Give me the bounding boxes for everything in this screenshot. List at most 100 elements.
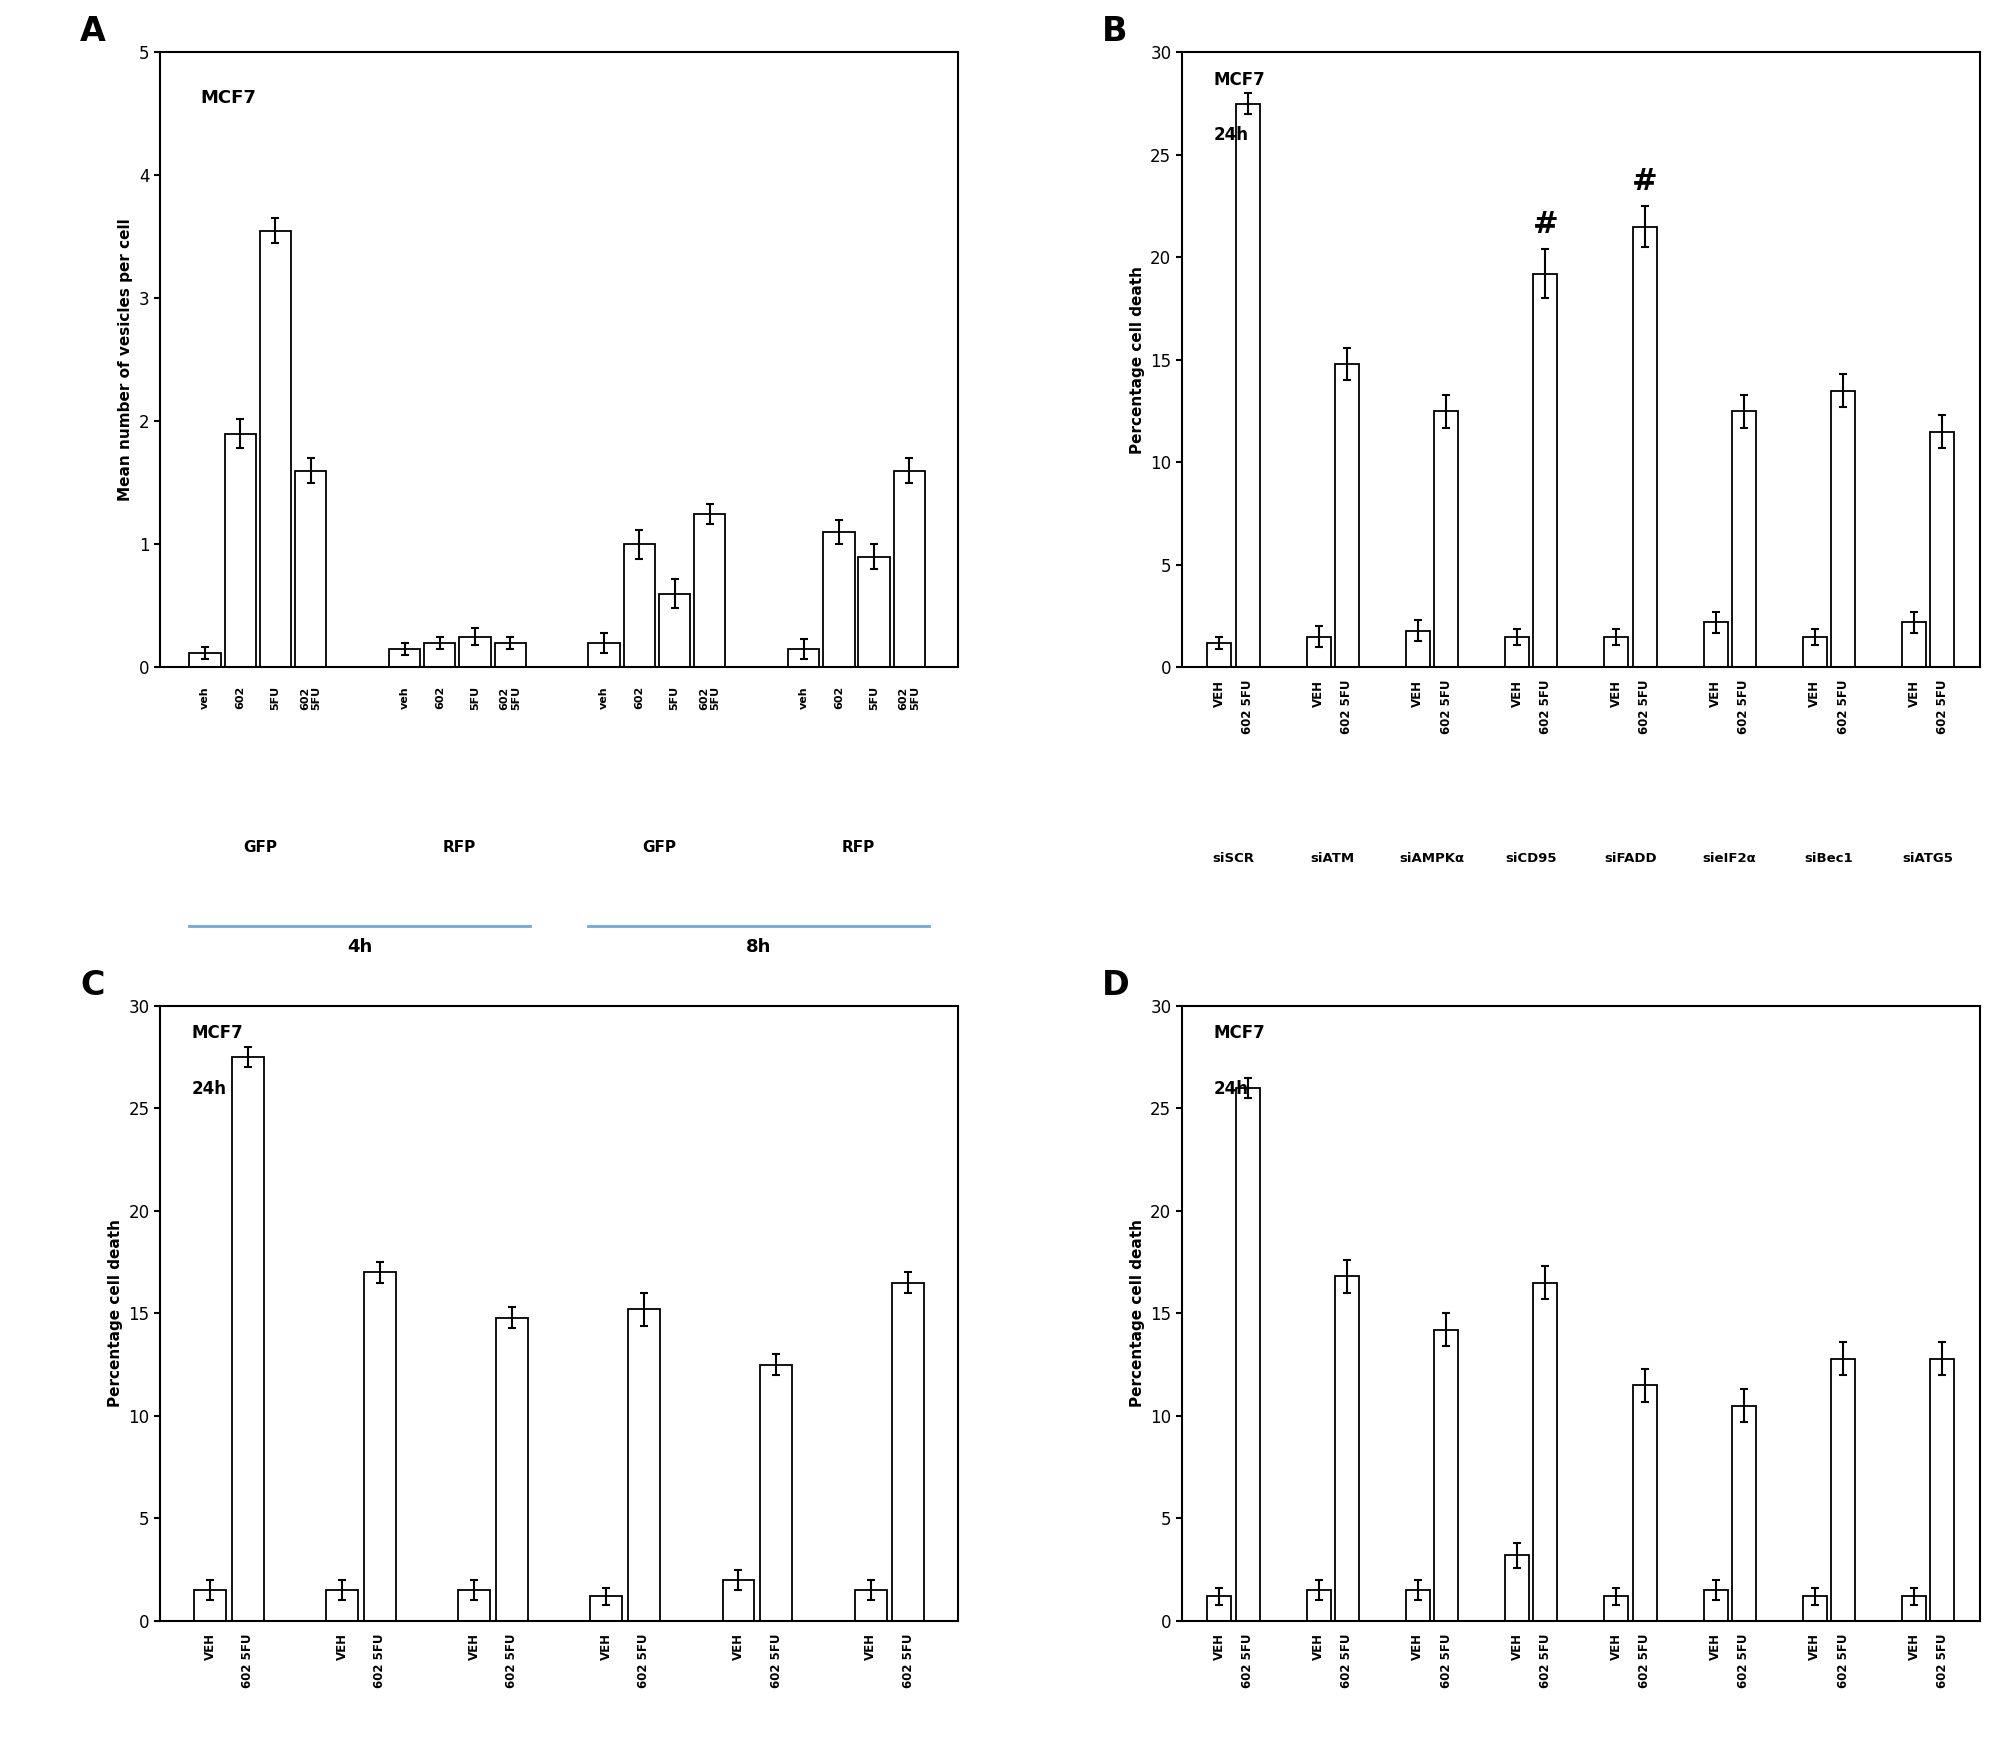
Bar: [824, 532, 854, 668]
Text: 5FU: 5FU: [270, 687, 280, 709]
Bar: [1208, 643, 1232, 668]
Text: VEH: VEH: [1610, 680, 1622, 706]
Text: 602 5FU: 602 5FU: [374, 1633, 386, 1687]
Text: VEH: VEH: [1808, 680, 1822, 706]
Text: VEH: VEH: [1808, 1633, 1822, 1661]
Text: VEH: VEH: [1212, 680, 1226, 706]
Text: 602 5FU: 602 5FU: [1638, 1633, 1652, 1687]
Bar: [1732, 411, 1756, 668]
Text: 602 5FU: 602 5FU: [1440, 1633, 1452, 1687]
Text: 24h: 24h: [1214, 125, 1248, 145]
Bar: [1930, 1358, 1954, 1621]
Text: VEH: VEH: [1412, 680, 1424, 706]
Text: veh: veh: [200, 687, 210, 709]
Text: 602 5FU: 602 5FU: [1440, 680, 1452, 734]
Text: 602 5FU: 602 5FU: [770, 1633, 782, 1687]
Bar: [1534, 1283, 1558, 1621]
Text: 602 5FU: 602 5FU: [902, 1633, 914, 1687]
Text: VEH: VEH: [864, 1633, 878, 1661]
Text: 24h: 24h: [1214, 1079, 1248, 1098]
Bar: [1802, 636, 1826, 668]
Text: GFP: GFP: [642, 840, 676, 854]
Bar: [1506, 1555, 1530, 1621]
Text: siFADD: siFADD: [1604, 852, 1656, 865]
Bar: [260, 230, 292, 668]
Text: 602: 602: [634, 687, 644, 709]
Bar: [1832, 1358, 1856, 1621]
Text: 602
5FU: 602 5FU: [300, 687, 322, 709]
Bar: [628, 1309, 660, 1621]
Text: 602 5FU: 602 5FU: [1936, 680, 1948, 734]
Bar: [496, 1318, 528, 1621]
Bar: [1704, 622, 1728, 668]
Bar: [722, 1579, 754, 1621]
Text: VEH: VEH: [1908, 1633, 1920, 1661]
Text: C: C: [80, 969, 104, 1002]
Text: 5FU: 5FU: [670, 687, 680, 709]
Bar: [892, 1283, 924, 1621]
Text: 602
5FU: 602 5FU: [898, 687, 920, 709]
Bar: [1236, 1088, 1260, 1621]
Text: 602 5FU: 602 5FU: [242, 1633, 254, 1687]
Text: 602 5FU: 602 5FU: [1242, 1633, 1254, 1687]
Text: veh: veh: [600, 687, 610, 709]
Text: 602 5FU: 602 5FU: [506, 1633, 518, 1687]
Text: MCF7: MCF7: [200, 89, 256, 108]
Bar: [1930, 432, 1954, 668]
Y-axis label: Percentage cell death: Percentage cell death: [1130, 267, 1144, 453]
Text: siBec1: siBec1: [1804, 852, 1854, 865]
Text: VEH: VEH: [1412, 1633, 1424, 1661]
Text: RFP: RFP: [442, 840, 476, 854]
Text: 602 5FU: 602 5FU: [1538, 1633, 1552, 1687]
Text: VEH: VEH: [1312, 680, 1326, 706]
Text: VEH: VEH: [204, 1633, 216, 1661]
Text: 602 5FU: 602 5FU: [1936, 1633, 1948, 1687]
Bar: [1434, 411, 1458, 668]
Bar: [1334, 364, 1358, 668]
Text: 602: 602: [834, 687, 844, 709]
Text: veh: veh: [400, 687, 410, 709]
Text: sieIF2α: sieIF2α: [1702, 852, 1756, 865]
Text: siSCR: siSCR: [1212, 852, 1254, 865]
Text: 602 5FU: 602 5FU: [1340, 680, 1354, 734]
Bar: [460, 636, 490, 668]
Text: RFP: RFP: [842, 840, 876, 854]
Bar: [1802, 1597, 1826, 1621]
Text: 602 5FU: 602 5FU: [1738, 1633, 1750, 1687]
Bar: [1732, 1405, 1756, 1621]
Text: 602 5FU: 602 5FU: [1538, 680, 1552, 734]
Text: VEH: VEH: [1710, 1633, 1722, 1661]
Text: GFP: GFP: [242, 840, 276, 854]
Text: VEH: VEH: [1510, 680, 1524, 706]
Text: B: B: [1102, 16, 1128, 49]
Text: 602 5FU: 602 5FU: [1738, 680, 1750, 734]
Text: veh: veh: [798, 687, 808, 709]
Text: VEH: VEH: [1610, 1633, 1622, 1661]
Text: 602 5FU: 602 5FU: [1340, 1633, 1354, 1687]
Bar: [590, 1597, 622, 1621]
Text: 8h: 8h: [746, 938, 772, 957]
Text: #: #: [1532, 209, 1558, 239]
Bar: [1902, 622, 1926, 668]
Y-axis label: Percentage cell death: Percentage cell death: [108, 1220, 122, 1407]
Bar: [458, 1590, 490, 1621]
Text: VEH: VEH: [1312, 1633, 1326, 1661]
Text: A: A: [80, 16, 106, 49]
Text: VEH: VEH: [1710, 680, 1722, 706]
Bar: [326, 1590, 358, 1621]
Text: 602
5FU: 602 5FU: [698, 687, 720, 709]
Text: VEH: VEH: [1908, 680, 1920, 706]
Bar: [1334, 1276, 1358, 1621]
Bar: [894, 471, 924, 668]
Text: MCF7: MCF7: [1214, 1025, 1266, 1042]
Text: 602 5FU: 602 5FU: [1638, 680, 1652, 734]
Text: siAMPKα: siAMPKα: [1400, 852, 1464, 865]
Text: MCF7: MCF7: [1214, 71, 1266, 89]
Bar: [1434, 1330, 1458, 1621]
Bar: [1506, 636, 1530, 668]
Bar: [232, 1056, 264, 1621]
Bar: [388, 648, 420, 668]
Text: VEH: VEH: [336, 1633, 348, 1661]
Text: 602
5FU: 602 5FU: [500, 687, 522, 709]
Text: #: #: [1632, 167, 1658, 195]
